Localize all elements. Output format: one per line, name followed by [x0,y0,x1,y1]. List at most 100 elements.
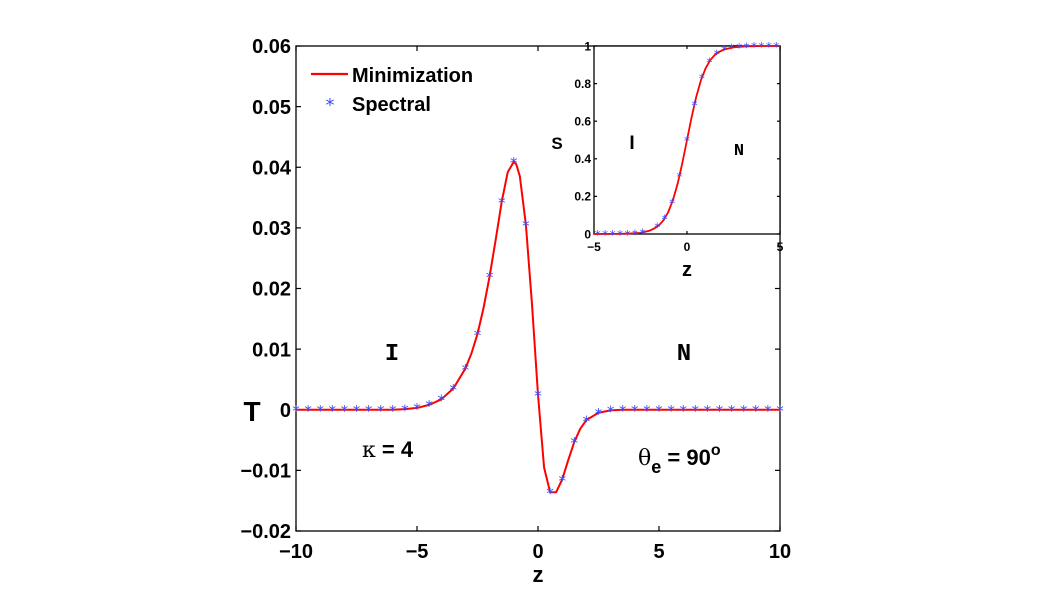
spectral-marker: * [304,402,312,420]
y-tick-label: 0.6 [574,115,591,129]
x-tick-label: 0 [684,240,691,254]
spectral-marker: * [595,405,603,423]
inset-plot: −5 0 5 00.20.40.60.81 * * * * * * * ********* * * * *… [551,39,783,281]
spectral-marker: * [437,392,445,410]
spectral-marker: * [758,40,764,54]
spectral-marker: * [766,40,772,54]
spectral-marker: * [706,56,712,70]
spectral-marker: * [740,402,748,420]
spectral-marker: * [510,154,518,172]
spectral-marker: * [353,402,361,420]
y-tick-label: 0.06 [252,36,291,58]
spectral-marker: * [624,228,630,242]
inset-y-axis-label: S [551,134,562,153]
main-series: * * * * * * * * * * * * ************* * * * * * * * * * * * * * * *… [292,154,784,502]
spectral-marker: * [617,228,623,242]
spectral-marker: * [684,134,690,148]
x-tick-label: −5 [587,240,601,254]
x-tick-label: 0 [532,541,543,563]
kappa-annotation: κ = 4 [362,437,414,463]
x-tick-label: 10 [769,541,791,563]
spectral-marker: * [450,381,458,399]
y-tick-label: 0 [280,400,291,422]
main-x-axis-label: z [533,562,544,587]
y-tick-label: 0.4 [574,152,591,166]
spectral-marker: * [643,402,651,420]
legend: Minimization * Spectral [311,65,473,116]
spectral-marker: * [744,40,750,54]
y-tick-label: 0.02 [252,279,291,301]
spectral-marker: * [377,402,385,420]
y-tick-label: −0.02 [240,521,291,543]
spectral-marker: * [365,402,373,420]
main-y-ticks: −0.02 −0.01 0 0.01 0.02 0.03 0.04 0.05 0.06 [240,36,780,543]
theta-superscript: o [711,442,721,459]
theta-symbol: θ [638,446,651,471]
legend-marker-sample: * [326,95,335,116]
spectral-marker: * [716,402,724,420]
y-tick-label: 0.8 [574,77,591,91]
spectral-marker: * [764,402,772,420]
spectral-marker: * [752,402,760,420]
spectral-marker: * [498,194,506,212]
spectral-marker: * [316,402,324,420]
y-tick-label: 0.01 [252,339,291,361]
y-tick-label: 0.05 [252,97,291,119]
main-y-axis-label: T [243,396,260,427]
spectral-marker: * [595,228,601,242]
spectral-marker: * [751,40,757,54]
spectral-marker: * [619,402,627,420]
spectral-marker: * [704,402,712,420]
spectral-marker: * [610,228,616,242]
spectral-marker: * [486,269,494,287]
y-tick-label: −0.01 [240,461,291,483]
spectral-marker: * [669,196,675,210]
y-tick-label: 0.03 [252,218,291,240]
legend-label-minimization: Minimization [352,65,473,87]
theta-subscript: e [651,457,661,477]
spectral-marker: * [632,228,638,242]
spectral-marker: * [413,400,421,418]
spectral-marker: * [462,361,470,379]
x-tick-label: −10 [279,541,313,563]
spectral-marker: * [667,402,675,420]
theta-value: = 90 [661,445,711,470]
spectral-marker: * [691,98,697,112]
series-line-minimization [593,45,780,235]
kappa-symbol: κ [362,438,376,463]
kappa-value: = 4 [376,437,414,462]
spectral-marker: * [736,41,742,55]
spectral-marker: * [714,47,720,61]
spectral-marker: * [571,434,579,452]
spectral-marker: * [341,402,349,420]
spectral-marker: * [639,227,645,241]
y-tick-label: 0 [584,227,591,241]
spectral-marker: * [602,228,608,242]
x-tick-label: −5 [406,541,429,563]
y-tick-label: 1 [584,39,591,53]
spectral-marker: * [677,170,683,184]
spectral-marker: * [721,43,727,57]
main-phase-label-right: N [677,341,691,368]
spectral-marker: * [583,412,591,430]
spectral-marker: * [292,402,300,420]
spectral-marker: * [692,402,700,420]
spectral-marker: * [534,387,542,405]
spectral-marker: * [662,212,668,226]
spectral-marker: * [655,402,663,420]
series-line-minimization [296,160,780,494]
spectral-marker: * [776,402,784,420]
spectral-marker: * [728,402,736,420]
spectral-marker: * [522,217,530,235]
spectral-marker: * [654,221,660,235]
legend-label-spectral: Spectral [352,94,431,116]
x-tick-label: 5 [777,240,784,254]
inset-phase-label-left: I [629,133,634,154]
y-tick-label: 0.2 [574,190,591,204]
spectral-marker: * [401,401,409,419]
spectral-marker: * [389,402,397,420]
inset-x-axis-label: z [682,259,692,281]
spectral-marker: * [699,72,705,86]
theta-annotation: θe = 90o [638,442,721,477]
